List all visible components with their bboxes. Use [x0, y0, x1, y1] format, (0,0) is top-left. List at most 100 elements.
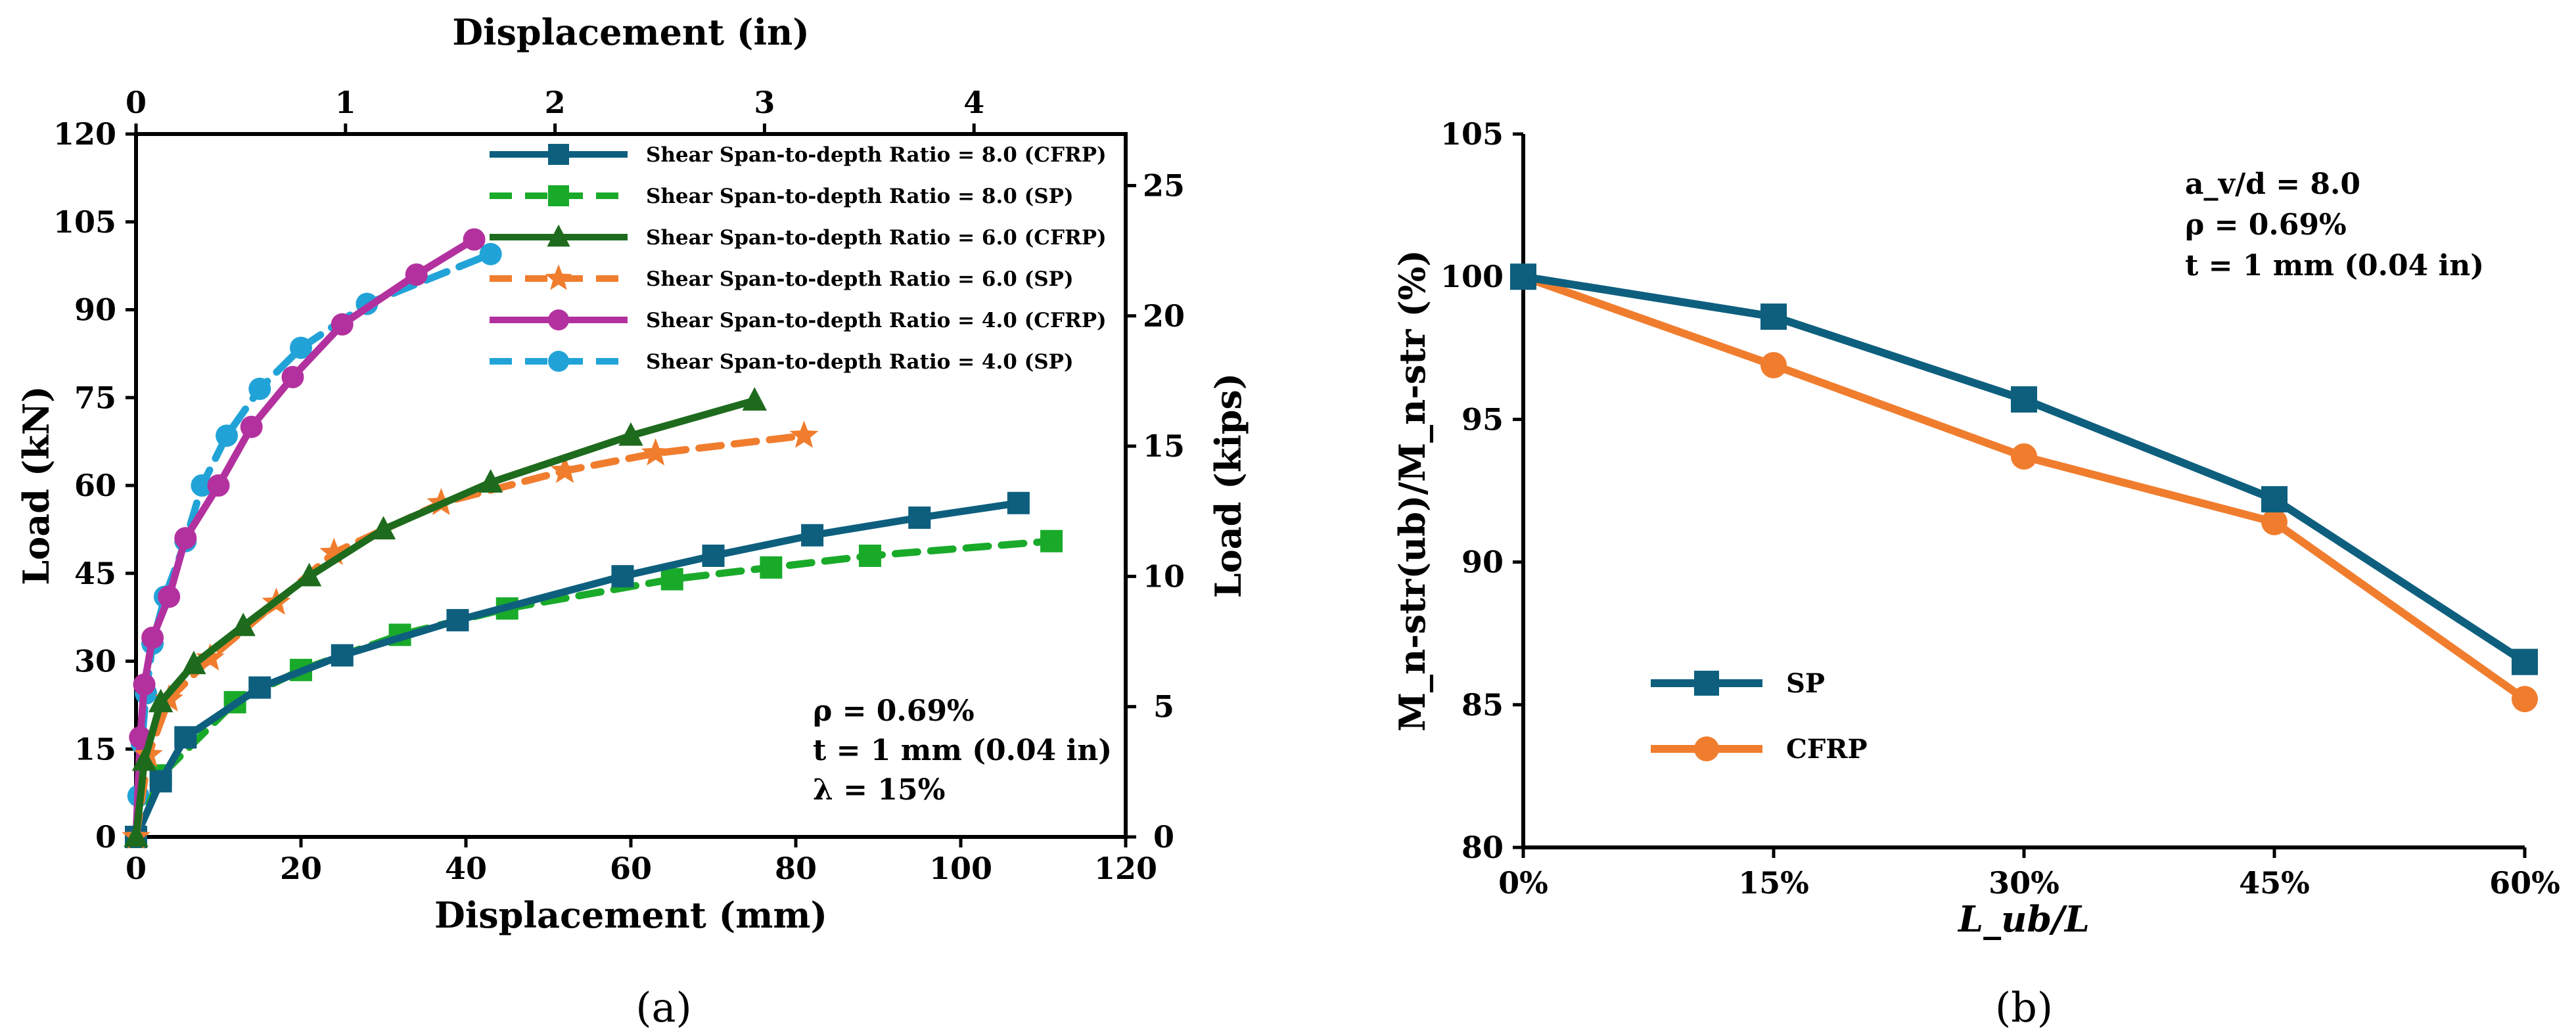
data-point-b: [1760, 351, 1787, 378]
data-point-a: [1040, 529, 1063, 552]
data-point-a: [216, 424, 239, 447]
legend-marker-b: [1694, 671, 1719, 696]
data-point-a: [478, 469, 503, 493]
y-tick-label-b: 90: [1461, 545, 1504, 580]
annotation-a: λ = 15%: [813, 773, 945, 807]
y-tick-label-b: 100: [1440, 259, 1504, 294]
y-tick-label-b: 80: [1461, 830, 1504, 865]
y-tick-label-b: 105: [1440, 116, 1504, 152]
data-point-a: [611, 565, 634, 588]
data-point-a: [463, 228, 486, 251]
data-point-b: [2011, 386, 2037, 413]
series-line-a: [132, 397, 758, 841]
y-tick-label-a: 120: [53, 116, 116, 152]
x-tick-label-b: 30%: [1989, 865, 2059, 901]
annotation-b: a_v/d = 8.0: [2185, 168, 2360, 201]
data-point-a: [231, 612, 256, 637]
data-point-a: [331, 644, 354, 667]
data-point-a: [281, 366, 304, 389]
y2-tick-label-a: 20: [1143, 298, 1185, 334]
y2-tick-label-a: 10: [1143, 558, 1185, 594]
data-point-a: [760, 556, 783, 579]
x2-axis-title-a: Displacement (in): [452, 11, 810, 53]
x2-tick-label-a: 2: [545, 85, 566, 120]
legend-marker-a: [547, 224, 570, 247]
legend-label-a: Shear Span-to-depth Ratio = 8.0 (CFRP): [646, 143, 1107, 167]
data-point-a: [702, 545, 725, 567]
data-point-a: [446, 609, 469, 632]
x-axis-title-a: Displacement (mm): [434, 894, 827, 936]
data-point-a: [141, 626, 164, 649]
x-tick-label-a: 40: [445, 851, 487, 886]
data-point-a: [618, 422, 643, 446]
series-line-a: [132, 432, 808, 841]
data-point-b: [2512, 686, 2538, 713]
data-point-a: [789, 420, 819, 448]
x-tick-label-a: 100: [929, 851, 992, 886]
data-point-a: [1007, 491, 1030, 514]
annotation-b: t = 1 mm (0.04 in): [2185, 249, 2484, 282]
series-line-b: [1522, 273, 2527, 702]
data-point-a: [550, 455, 580, 483]
y2-tick-label-a: 5: [1153, 689, 1174, 725]
data-point-a: [641, 438, 670, 466]
legend-label-a: Shear Span-to-depth Ratio = 4.0 (CFRP): [646, 309, 1107, 332]
data-point-a: [191, 474, 214, 497]
x-tick-label-a: 80: [775, 851, 817, 886]
y-tick-label-a: 75: [74, 380, 116, 415]
data-point-a: [405, 263, 428, 286]
data-point-b: [2011, 443, 2037, 470]
y2-tick-label-a: 0: [1153, 819, 1174, 855]
data-point-a: [181, 650, 206, 675]
x-tick-label-a: 120: [1094, 851, 1157, 886]
y-axis-title-a: Load (kN): [15, 386, 57, 585]
x2-tick-label-a: 3: [754, 85, 775, 120]
legend-label-a: Shear Span-to-depth Ratio = 6.0 (CFRP): [646, 226, 1107, 250]
data-point-a: [196, 643, 225, 671]
legend-label-a: Shear Span-to-depth Ratio = 6.0 (SP): [646, 267, 1074, 291]
x-tick-label-b: 45%: [2239, 865, 2310, 901]
y-axis-title-b: M_n-str(ub)/M_n-str (%): [1391, 250, 1433, 732]
y-tick-label-a: 0: [95, 819, 116, 855]
data-point-b: [1760, 303, 1787, 330]
x-axis-title-b: L_ub/L: [1957, 898, 2090, 940]
data-point-a: [124, 823, 149, 847]
data-point-a: [290, 336, 312, 359]
data-point-a: [858, 545, 881, 567]
y2-tick-label-a: 25: [1143, 168, 1185, 204]
y2-tick-label-a: 15: [1143, 428, 1185, 464]
x-tick-label-a: 60: [610, 851, 652, 886]
data-point-a: [248, 377, 271, 400]
y-tick-label-b: 95: [1461, 401, 1504, 437]
x2-tick-label-a: 0: [126, 85, 147, 120]
data-point-a: [240, 415, 263, 438]
x-tick-label-b: 60%: [2489, 865, 2560, 901]
data-point-a: [801, 524, 824, 547]
data-point-a: [371, 516, 396, 540]
caption-a: (a): [635, 983, 691, 1031]
data-point-a: [296, 562, 322, 587]
data-point-a: [148, 688, 173, 713]
chart-b: 80 85 90 95 100 105 0% 15% 30% 45% 60% L_ub/L M_n-st…: [1391, 116, 2560, 1031]
data-point-a: [660, 568, 683, 591]
data-point-a: [908, 506, 931, 529]
y-tick-label-b: 85: [1461, 687, 1504, 723]
legend-marker-a: [548, 309, 569, 330]
legend-label-b: SP: [1786, 668, 1825, 699]
caption-b: (b): [1995, 983, 2053, 1031]
data-point-a: [174, 527, 197, 550]
y2-axis-title-a: Load (kips): [1207, 373, 1249, 598]
legend-marker-a: [548, 185, 569, 206]
annotation-a: ρ = 0.69%: [813, 694, 975, 728]
data-point-a: [319, 537, 348, 566]
data-point-a: [331, 313, 354, 336]
data-point-b: [1510, 263, 1536, 290]
x-tick-label-a: 20: [280, 851, 322, 886]
data-point-a: [174, 726, 197, 749]
y-tick-label-a: 30: [74, 644, 116, 679]
data-point-a: [149, 770, 172, 793]
legend-marker-b: [1694, 736, 1719, 761]
y-tick-label-a: 90: [74, 292, 116, 328]
